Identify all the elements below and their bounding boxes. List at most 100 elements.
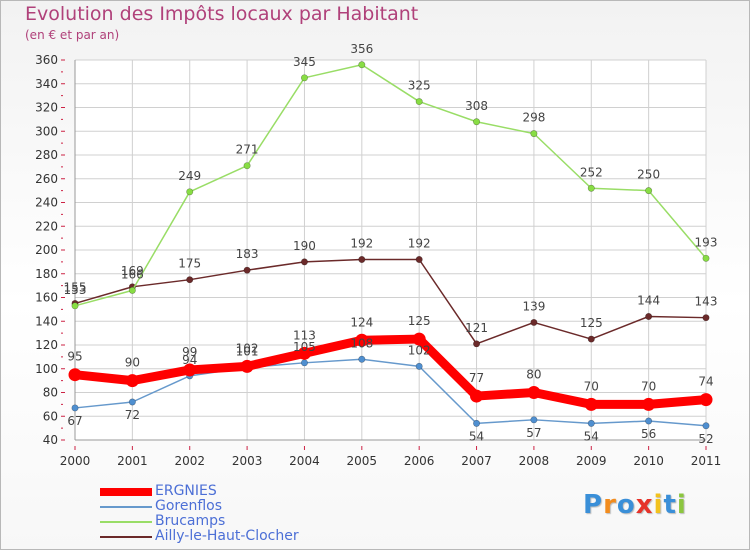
data-label: 249	[178, 169, 201, 183]
data-label: 52	[698, 432, 713, 446]
data-point	[415, 362, 423, 370]
x-tick-label: 2009	[576, 454, 607, 468]
y-tick-label: 240	[35, 196, 58, 210]
data-point	[297, 346, 311, 360]
data-label: 143	[695, 295, 718, 309]
legend-swatch	[100, 521, 152, 523]
data-point	[470, 389, 484, 403]
x-tick-label: 2002	[174, 454, 205, 468]
data-point	[300, 359, 308, 367]
data-label: 54	[584, 429, 599, 443]
logo-letter: i	[676, 490, 687, 520]
data-point	[300, 258, 308, 266]
data-point	[71, 404, 79, 412]
x-tick-label: 2003	[232, 454, 263, 468]
data-label: 102	[408, 343, 431, 357]
y-tick-label: 100	[35, 362, 58, 376]
y-tick-label: 40	[43, 433, 58, 447]
y-tick-label: 160	[35, 291, 58, 305]
data-point	[530, 130, 538, 138]
data-label: 80	[526, 368, 541, 382]
data-label: 94	[182, 353, 197, 367]
data-point	[186, 188, 194, 196]
data-point	[587, 335, 595, 343]
x-tick-label: 2008	[519, 454, 550, 468]
data-point	[300, 74, 308, 82]
logo-letter: x	[635, 490, 654, 520]
data-point	[530, 416, 538, 424]
x-tick-label: 2005	[347, 454, 378, 468]
data-point	[587, 419, 595, 427]
data-label: 325	[408, 79, 431, 93]
data-point	[125, 374, 139, 388]
data-label: 95	[67, 350, 82, 364]
data-point	[642, 397, 656, 411]
series-line-brucamps	[74, 64, 707, 307]
y-tick-label: 180	[35, 267, 58, 281]
data-point	[128, 398, 136, 406]
y-tick-label: 280	[35, 148, 58, 162]
data-point	[358, 255, 366, 263]
data-label: 250	[637, 168, 660, 182]
y-tick-label: 60	[43, 409, 58, 423]
data-label: 153	[64, 283, 87, 297]
data-point	[527, 386, 541, 399]
y-tick-label: 220	[35, 219, 58, 233]
data-label: 271	[236, 143, 259, 157]
data-label: 183	[236, 247, 259, 261]
data-label: 175	[178, 257, 201, 271]
logo-letter: t	[663, 490, 677, 520]
data-label: 90	[125, 356, 140, 370]
data-point	[645, 417, 653, 425]
data-point	[645, 312, 653, 320]
y-tick-label: 260	[35, 172, 58, 186]
y-tick-label: 340	[35, 77, 58, 91]
data-point	[473, 419, 481, 427]
data-label: 345	[293, 55, 316, 69]
data-point	[128, 286, 136, 294]
data-point	[358, 355, 366, 363]
data-label: 193	[695, 235, 718, 249]
series-line-gorenflos	[74, 358, 707, 427]
data-label: 101	[236, 345, 259, 359]
data-point	[415, 255, 423, 263]
y-tick-label: 80	[43, 386, 58, 400]
data-label: 57	[526, 426, 541, 440]
y-tick-label: 360	[35, 53, 58, 67]
data-label: 74	[698, 375, 713, 389]
data-point	[473, 340, 481, 348]
legend-label: ERGNIES	[155, 483, 217, 499]
data-point	[645, 187, 653, 195]
data-label: 121	[465, 321, 488, 335]
x-tick-label: 2000	[60, 454, 91, 468]
y-tick-label: 300	[35, 124, 58, 138]
data-label: 166	[121, 267, 144, 281]
x-tick-label: 2011	[691, 454, 722, 468]
data-label: 54	[469, 429, 484, 443]
data-label: 124	[350, 315, 373, 329]
logo-letter: i	[653, 490, 664, 520]
logo-letter: r	[603, 490, 617, 520]
data-label: 356	[350, 42, 373, 56]
data-point	[702, 422, 710, 430]
legend-label: Gorenflos	[155, 498, 223, 514]
data-label: 105	[293, 340, 316, 354]
legend-swatch	[100, 536, 152, 538]
series-line-ailly-le-haut-clocher	[74, 258, 707, 345]
data-label: 155	[64, 280, 87, 294]
data-label: 125	[408, 314, 431, 328]
data-point	[473, 118, 481, 126]
data-label: 125	[580, 316, 603, 330]
y-tick-label: 120	[35, 338, 58, 352]
data-label: 70	[584, 379, 599, 393]
data-label: 70	[641, 379, 656, 393]
data-label: 139	[522, 299, 545, 313]
data-label: 169	[121, 264, 144, 278]
proxiti-logo: Proxiti	[583, 490, 687, 520]
data-label: 308	[465, 99, 488, 113]
x-tick-label: 2001	[117, 454, 148, 468]
data-label: 192	[408, 237, 431, 251]
data-point	[358, 61, 366, 69]
legend-swatch	[100, 488, 152, 496]
